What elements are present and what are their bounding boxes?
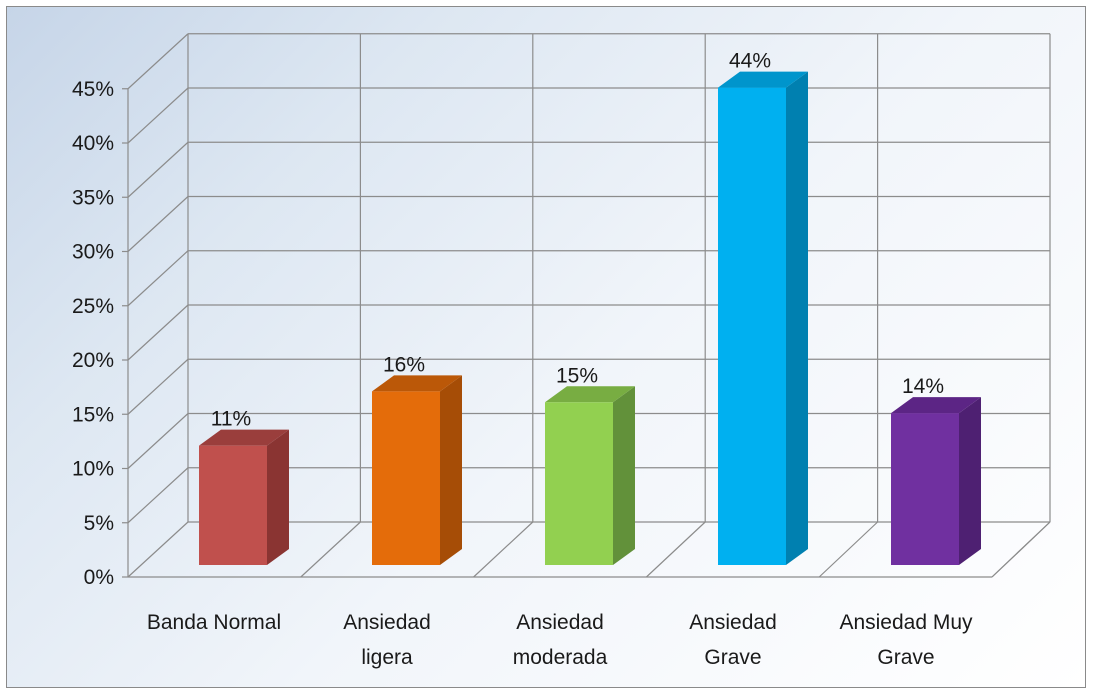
floor-divider [818,521,879,578]
y-tick-label: 20% [72,349,114,372]
bar-top [718,71,808,88]
bar-top [199,429,289,446]
gridline-depth [127,87,189,144]
y-tick-label: 15% [72,403,114,426]
y-tick-label: 10% [72,458,114,481]
y-tick-label: 25% [72,295,114,318]
floor-divider [473,521,534,578]
x-category-label: Ansiedad [689,611,777,634]
floor-divider [991,521,1051,578]
bar [718,87,786,565]
x-category-label: Ansiedad [343,611,431,634]
y-tick-label: 35% [72,186,114,209]
x-category-label: Banda Normal [147,611,281,634]
x-category-label: Grave [877,646,934,669]
y-tick-label: 45% [72,78,114,101]
data-label: 14% [902,375,944,398]
bar [545,402,613,565]
chart-frame [6,6,1086,688]
x-category-label: ligera [361,646,413,669]
gridline-depth [127,304,189,361]
data-label: 11% [211,408,251,431]
x-category-label: moderada [513,646,608,669]
y-tick-label: 5% [84,512,114,535]
data-label: 44% [729,50,771,73]
gridline-depth [127,413,189,469]
data-label: 16% [383,353,425,376]
bar [199,445,267,565]
data-label: 15% [556,364,598,387]
x-category-label: Ansiedad [516,611,604,634]
gridline-depth [127,250,189,307]
floor-divider [645,521,706,578]
bar-top [372,375,462,392]
bar-top [891,397,981,414]
bar-top [545,386,635,403]
x-category-label: Grave [704,646,761,669]
y-tick-label: 40% [72,132,114,155]
x-category-label: Ansiedad Muy [839,611,973,634]
bar-side [786,71,808,565]
gridline-depth [127,358,189,415]
bar-side [959,397,981,565]
gridline-depth [127,33,189,90]
gridline-depth [127,141,189,198]
bar [891,413,959,565]
bar [372,391,440,565]
y-tick-label: 0% [84,566,114,589]
gridline-depth [127,196,189,252]
gridline-depth [127,467,189,524]
floor-divider [300,521,361,578]
y-tick-label: 30% [72,241,114,264]
bar-side [267,429,289,565]
bar-side [440,375,462,565]
gridline-depth [127,521,189,578]
bar-side [613,386,635,565]
